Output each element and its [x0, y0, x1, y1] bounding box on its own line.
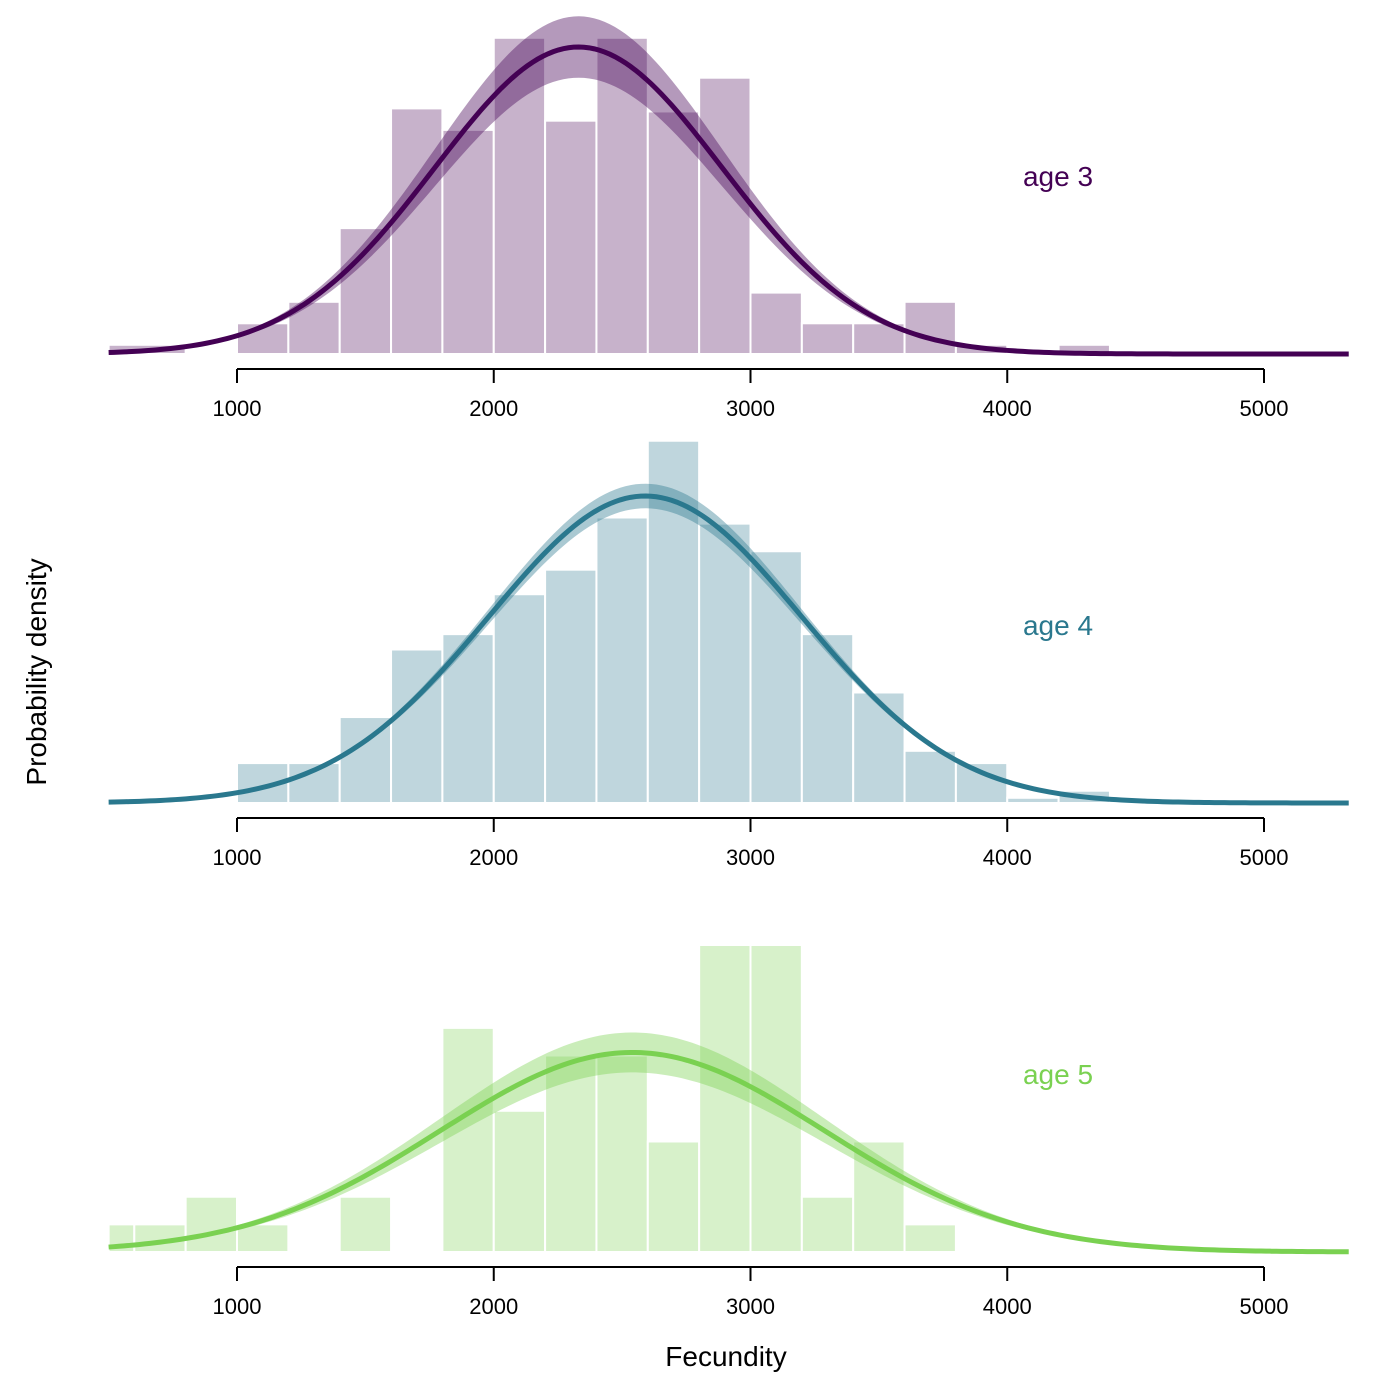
histogram-bar: [800, 322, 855, 355]
histogram-bar: [544, 119, 598, 356]
histogram-bar: [954, 762, 1009, 805]
panel-3: 1000 2000 3000 4000 5000 age 3: [107, 16, 1349, 421]
histogram-bar: [595, 1054, 649, 1254]
histogram-bar: [492, 36, 547, 355]
histogram-bar: [698, 76, 752, 355]
histogram-bar: [338, 716, 393, 804]
histogram-bar: [338, 1195, 393, 1253]
x-tick-label: 5000: [1240, 845, 1289, 870]
panel-5: 1000 2000 3000 4000 5000 age 5: [107, 944, 1349, 1319]
histogram-bar: [749, 550, 803, 805]
histogram-bar: [903, 300, 957, 355]
x-tick-label: 2000: [469, 1294, 518, 1319]
histogram-bar: [903, 1223, 957, 1253]
histogram-bar: [698, 522, 752, 804]
histogram-bar: [544, 568, 598, 804]
panel-label: age 5: [1023, 1059, 1093, 1090]
histogram-bar: [236, 1223, 290, 1253]
panels: 1000 2000 3000 4000 5000 age 3 1000 2000 3000 400…: [107, 16, 1349, 1319]
histogram-bar: [1006, 796, 1060, 805]
x-tick-label: 2000: [469, 845, 518, 870]
x-tick-label: 3000: [726, 1294, 775, 1319]
histogram-bar: [544, 1054, 598, 1254]
x-axis-title: Fecundity: [665, 1341, 786, 1372]
y-axis-title: Probability density: [21, 558, 52, 785]
histogram-bar: [646, 110, 701, 355]
histogram-bar: [441, 1026, 495, 1254]
x-tick-label: 1000: [213, 845, 262, 870]
x-tick-label: 2000: [469, 396, 518, 421]
histogram-bar: [800, 633, 855, 805]
x-tick-label: 4000: [983, 845, 1032, 870]
panel-label: age 3: [1023, 161, 1093, 192]
histogram-bar: [492, 593, 547, 804]
histogram-bar: [492, 1109, 547, 1254]
histogram-bar: [800, 1195, 855, 1253]
histogram-bar: [749, 291, 803, 356]
x-tick-label: 5000: [1240, 396, 1289, 421]
histogram-bar: [184, 800, 238, 805]
histogram-bar: [903, 749, 957, 804]
histogram-bar: [852, 691, 906, 804]
x-tick-label: 3000: [726, 396, 775, 421]
histogram-bar: [184, 1195, 238, 1253]
x-tick-label: 1000: [213, 396, 262, 421]
x-tick-label: 5000: [1240, 1294, 1289, 1319]
histogram-bar: [749, 944, 803, 1253]
x-tick-label: 4000: [983, 396, 1032, 421]
confidence-band: [108, 16, 1349, 355]
histogram-bar: [595, 36, 649, 355]
x-tick-label: 1000: [213, 1294, 262, 1319]
x-tick-label: 4000: [983, 1294, 1032, 1319]
panel-label: age 4: [1023, 610, 1093, 641]
density-curve: [108, 44, 1349, 357]
histogram-bar: [852, 1140, 906, 1253]
histogram-bar: [698, 944, 752, 1253]
histogram-bar: [595, 516, 649, 804]
x-tick-label: 3000: [726, 845, 775, 870]
histogram-bar: [390, 648, 444, 804]
density-curve: [108, 1049, 1349, 1255]
histogram-bar: [646, 1140, 701, 1253]
histogram-bar: [390, 107, 444, 356]
panel-4: 1000 2000 3000 4000 5000 age 4: [108, 439, 1349, 870]
density-curve: [108, 493, 1349, 806]
